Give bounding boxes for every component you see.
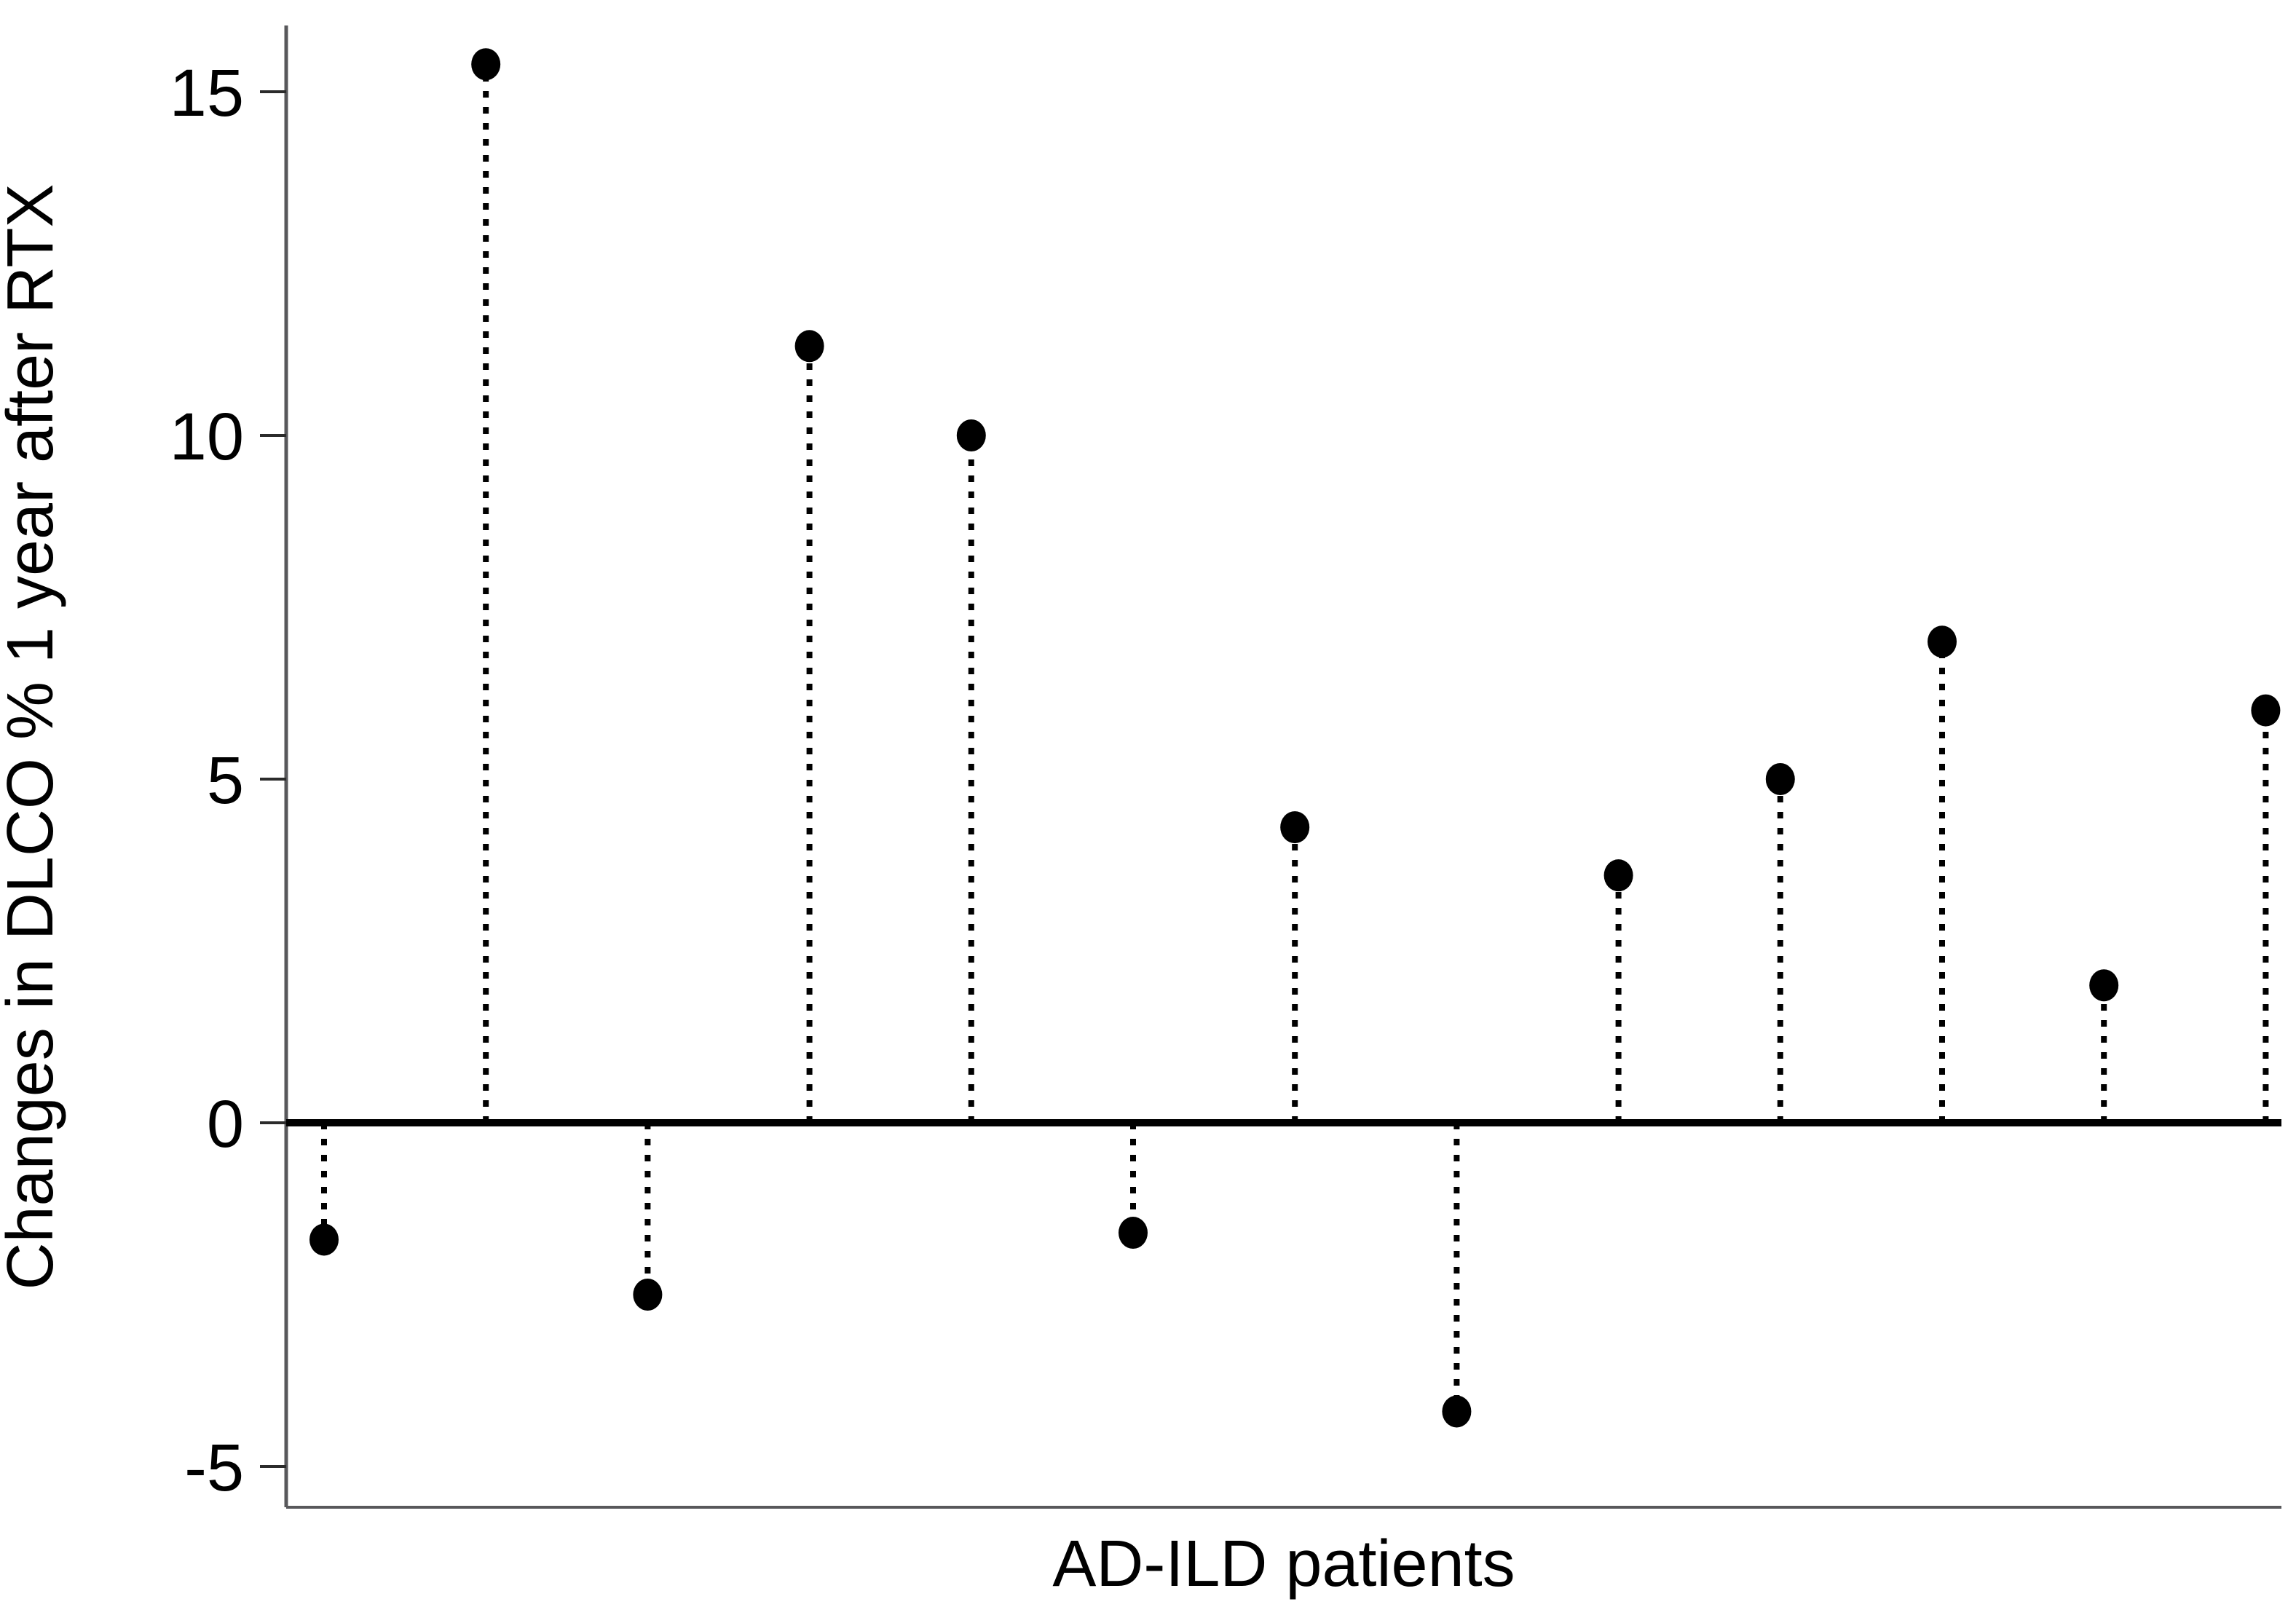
data-point-marker (1765, 763, 1795, 795)
markers (309, 48, 2281, 1428)
data-point-marker (2089, 969, 2119, 1002)
y-tick-label: 15 (170, 56, 244, 130)
y-tick-label: 10 (170, 400, 244, 474)
data-point-marker (309, 1223, 339, 1256)
stems (321, 64, 2269, 1412)
data-point-marker (956, 419, 986, 451)
y-axis (260, 25, 2281, 1509)
x-axis-title: AD-ILD patients (1052, 1528, 1515, 1600)
data-point-marker (1928, 625, 1957, 658)
data-point-marker (2251, 694, 2281, 727)
y-axis-title: Changes in DLCO % 1 year after RTX (0, 183, 67, 1290)
y-tick-label: -5 (184, 1431, 244, 1505)
data-point-marker (633, 1279, 663, 1311)
data-point-marker (1280, 811, 1310, 844)
y-tick-label: 0 (207, 1087, 244, 1161)
data-point-marker (1442, 1395, 1472, 1428)
data-point-marker (794, 330, 824, 363)
y-tick-labels: 15 10 5 0 -5 (170, 56, 244, 1505)
data-point-marker (1119, 1217, 1148, 1249)
data-point-marker (1603, 859, 1633, 892)
data-point-marker (471, 48, 501, 81)
y-tick-label: 5 (207, 743, 244, 818)
